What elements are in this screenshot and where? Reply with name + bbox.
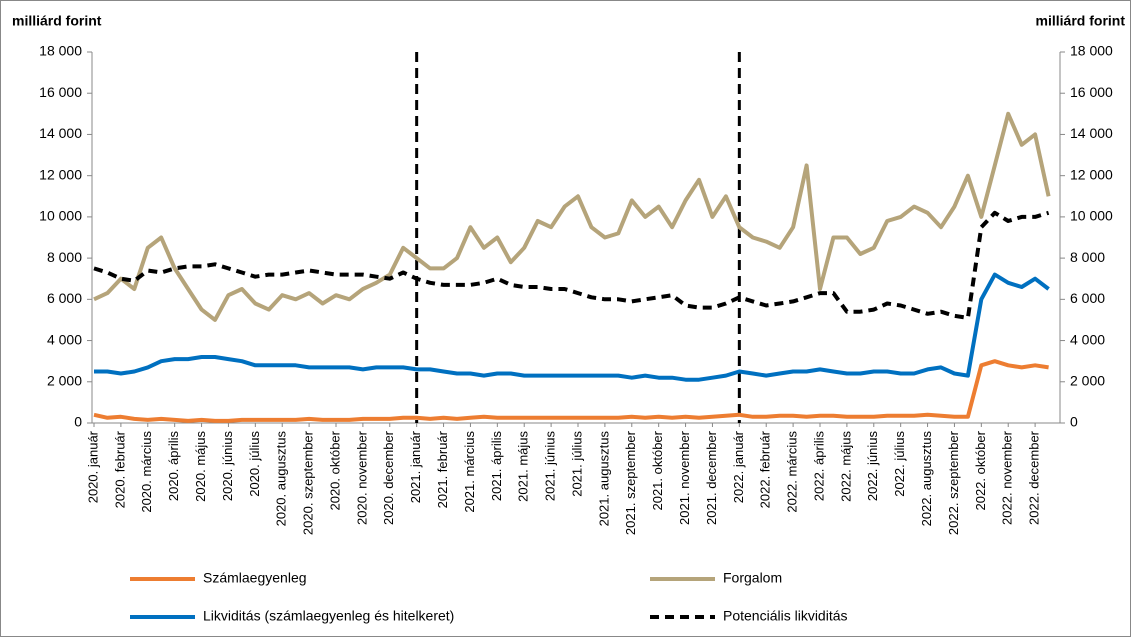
x-tick-label: 2020. június — [220, 431, 235, 502]
x-tick-label: 2021. október — [650, 430, 665, 510]
y2-tick-label: 16 000 — [1070, 84, 1113, 100]
x-tick-label: 2022. december — [1027, 430, 1042, 525]
y2-tick-label: 0 — [1070, 414, 1078, 430]
x-tick-label: 2020. július — [247, 431, 262, 497]
y-tick-label: 6 000 — [47, 290, 82, 306]
y-tick-label: 0 — [74, 414, 82, 430]
x-tick-label: 2021. április — [489, 431, 504, 502]
y2-tick-label: 10 000 — [1070, 208, 1113, 224]
x-tick-label: 2021. február — [435, 430, 450, 508]
x-tick-label: 2022. március — [785, 431, 800, 513]
x-tick-label: 2022. február — [758, 430, 773, 508]
x-tick-label: 2020. november — [354, 430, 369, 525]
y-tick-label: 18 000 — [39, 43, 82, 59]
series-line — [94, 272, 1050, 382]
x-tick-label: 2021. december — [704, 430, 719, 525]
y-tick-label: 12 000 — [39, 166, 82, 182]
x-tick-label: 2022. július — [892, 431, 907, 497]
y-tick-label: 4 000 — [47, 331, 82, 347]
x-tick-label: 2021. július — [569, 431, 584, 497]
x-tick-label: 2021. szeptember — [623, 430, 638, 535]
x-tick-label: 2020. április — [166, 431, 181, 502]
x-tick-label: 2022. november — [1000, 430, 1015, 525]
x-tick-label: 2022. augusztus — [919, 431, 934, 527]
series-line — [93, 111, 1051, 322]
legend-label: Likviditás (számlaegyenleg és hitelkeret… — [203, 608, 454, 624]
y2-tick-label: 6 000 — [1070, 290, 1105, 306]
y2-tick-label: 18 000 — [1070, 43, 1113, 59]
x-tick-label: 2021. november — [677, 430, 692, 525]
x-tick-label: 2022. május — [838, 431, 853, 502]
x-tick-label: 2020. december — [381, 430, 396, 525]
x-tick-label: 2022. január — [731, 430, 746, 503]
y-tick-label: 16 000 — [39, 84, 82, 100]
x-tick-label: 2020. augusztus — [274, 431, 289, 527]
x-tick-label: 2022. április — [811, 431, 826, 502]
x-tick-label: 2020. május — [193, 431, 208, 502]
x-tick-label: 2020. február — [112, 430, 127, 508]
y-axis-label: milliárd forint — [12, 13, 102, 29]
x-tick-label: 2021. június — [543, 431, 558, 502]
legend-label: Potenciális likviditás — [723, 608, 848, 624]
x-tick-label: 2020. március — [139, 431, 154, 513]
x-tick-label: 2021. március — [462, 431, 477, 513]
x-tick-label: 2020. január — [85, 430, 100, 503]
legend-label: Számlaegyenleg — [203, 570, 307, 586]
y2-tick-label: 8 000 — [1070, 249, 1105, 265]
y2-tick-label: 12 000 — [1070, 166, 1113, 182]
y2-tick-label: 4 000 — [1070, 331, 1105, 347]
x-tick-label: 2020. október — [327, 430, 342, 510]
y2-tick-label: 14 000 — [1070, 125, 1113, 141]
y2-axis-label: milliárd forint — [1036, 13, 1126, 29]
x-tick-label: 2021. január — [408, 430, 423, 503]
x-tick-label: 2022. június — [865, 431, 880, 502]
y-tick-label: 2 000 — [47, 372, 82, 388]
x-tick-label: 2021. augusztus — [596, 431, 611, 527]
y-tick-label: 10 000 — [39, 208, 82, 224]
x-tick-label: 2022. szeptember — [946, 430, 961, 535]
series-line — [93, 210, 1050, 320]
legend-label: Forgalom — [723, 570, 782, 586]
series-line — [93, 359, 1049, 423]
y-tick-label: 8 000 — [47, 249, 82, 265]
x-tick-label: 2020. szeptember — [301, 430, 316, 535]
y2-tick-label: 2 000 — [1070, 372, 1105, 388]
y-tick-label: 14 000 — [39, 125, 82, 141]
x-tick-label: 2022. október — [973, 430, 988, 510]
x-tick-label: 2021. május — [516, 431, 531, 502]
